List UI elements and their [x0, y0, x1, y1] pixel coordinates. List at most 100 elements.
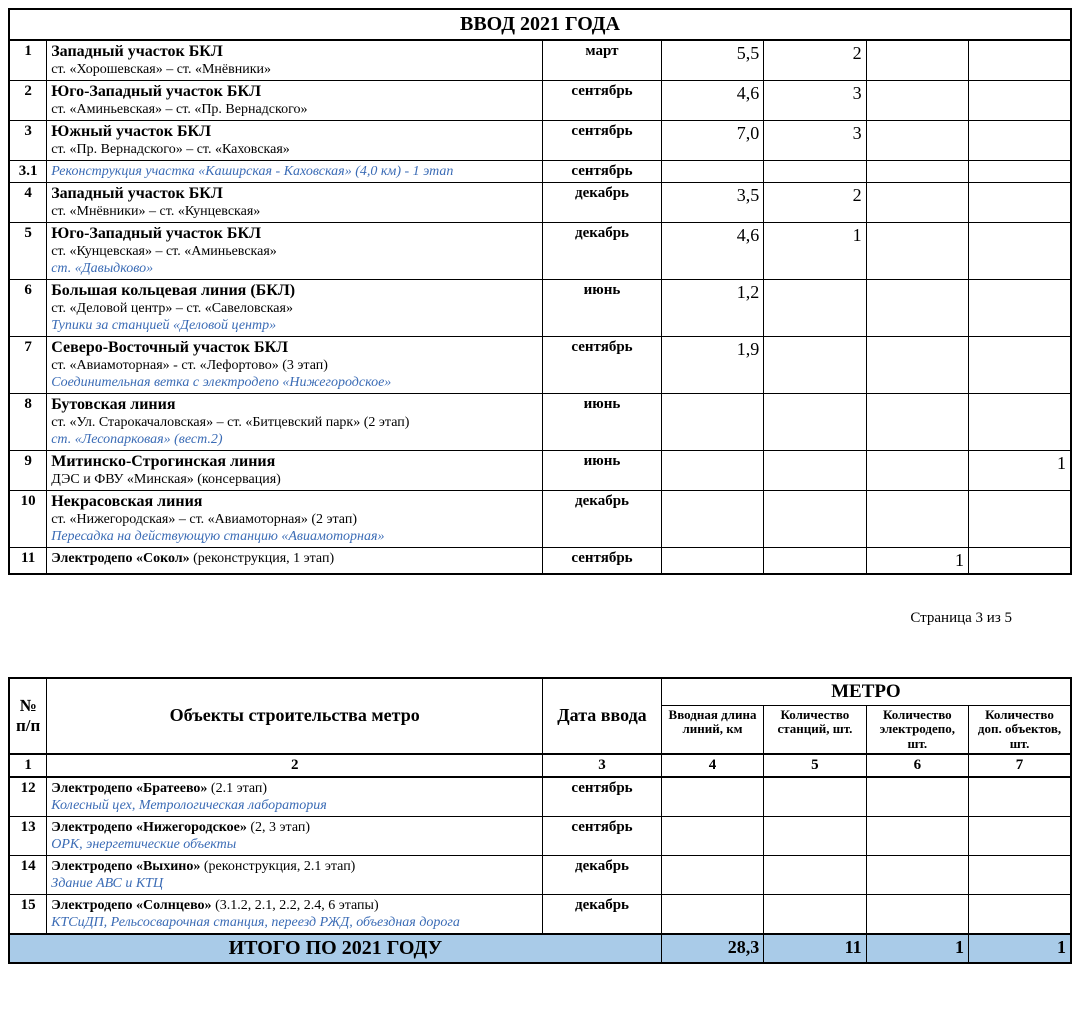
row-len: 4,6 [661, 223, 763, 280]
table-row: 1Западный участок БКЛст. «Хорошевская» –… [9, 40, 1071, 81]
row-len: 3,5 [661, 183, 763, 223]
row-depo: 1 [866, 548, 968, 575]
row-dop [969, 337, 1071, 394]
hdr-obj: Объекты строительства метро [47, 678, 543, 754]
table-row: 4Западный участок БКЛст. «Мнёвники» – ст… [9, 183, 1071, 223]
row-num: 1 [9, 40, 47, 81]
page-number: Страница 3 из 5 [8, 610, 1012, 627]
row-obj: Большая кольцевая линия (БКЛ)ст. «Делово… [47, 280, 543, 337]
row-depo [866, 491, 968, 548]
row-obj: Юго-Западный участок БКЛст. «Кунцевская»… [47, 223, 543, 280]
colnum-6: 6 [866, 754, 968, 777]
row-dop [969, 816, 1071, 855]
row-stn [764, 816, 866, 855]
table-1: ВВОД 2021 ГОДА 1Западный участок БКЛст. … [8, 8, 1072, 575]
row-num: 11 [9, 548, 47, 575]
row-date: сентябрь [543, 81, 662, 121]
table-row: 3.1Реконструкция участка «Каширская - Ка… [9, 161, 1071, 183]
hdr-num: № п/п [9, 678, 47, 754]
row-obj: Электродепо «Нижегородское» (2, 3 этап)О… [47, 816, 543, 855]
row-obj: Северо-Восточный участок БКЛст. «Авиамот… [47, 337, 543, 394]
table-row: 7Северо-Восточный участок БКЛст. «Авиамо… [9, 337, 1071, 394]
row-depo [866, 451, 968, 491]
row-stn [764, 491, 866, 548]
row-obj: Южный участок БКЛст. «Пр. Вернадского» –… [47, 121, 543, 161]
row-obj: Бутовская линияст. «Ул. Старокачаловская… [47, 394, 543, 451]
row-depo [866, 223, 968, 280]
row-stn [764, 777, 866, 817]
row-dop [969, 121, 1071, 161]
row-len [661, 394, 763, 451]
row-date: сентябрь [543, 337, 662, 394]
total-dop: 1 [969, 934, 1071, 963]
row-len [661, 816, 763, 855]
row-len [661, 894, 763, 934]
row-len: 7,0 [661, 121, 763, 161]
row-stn: 2 [764, 40, 866, 81]
table-row: 12Электродепо «Братеево» (2.1 этап)Колес… [9, 777, 1071, 817]
row-stn [764, 280, 866, 337]
row-len [661, 777, 763, 817]
row-stn: 2 [764, 183, 866, 223]
row-num: 8 [9, 394, 47, 451]
table-row: 3 Южный участок БКЛст. «Пр. Вернадского» … [9, 121, 1071, 161]
hdr-date: Дата ввода [543, 678, 662, 754]
row-date: июнь [543, 451, 662, 491]
row-stn: 3 [764, 81, 866, 121]
row-dop [969, 40, 1071, 81]
row-date: декабрь [543, 223, 662, 280]
row-dop [969, 777, 1071, 817]
row-obj: Митинско-Строгинская линияДЭС и ФВУ «Мин… [47, 451, 543, 491]
row-depo [866, 121, 968, 161]
hdr-stn: Количество станций, шт. [764, 706, 866, 754]
row-stn [764, 394, 866, 451]
row-date: декабрь [543, 855, 662, 894]
colnum-2: 2 [47, 754, 543, 777]
row-obj: Западный участок БКЛст. «Хорошевская» – … [47, 40, 543, 81]
table-row: 5Юго-Западный участок БКЛст. «Кунцевская… [9, 223, 1071, 280]
row-num: 5 [9, 223, 47, 280]
row-num: 7 [9, 337, 47, 394]
title-1: ВВОД 2021 ГОДА [9, 9, 1071, 40]
row-dop [969, 161, 1071, 183]
hdr-metro: МЕТРО [661, 678, 1071, 706]
table-row: 6Большая кольцевая линия (БКЛ)ст. «Делов… [9, 280, 1071, 337]
row-date: июнь [543, 280, 662, 337]
row-depo [866, 816, 968, 855]
row-num: 2 [9, 81, 47, 121]
row-len: 1,2 [661, 280, 763, 337]
row-date: сентябрь [543, 777, 662, 817]
row-stn: 3 [764, 121, 866, 161]
row-obj: Реконструкция участка «Каширская - Кахов… [47, 161, 543, 183]
row-num: 12 [9, 777, 47, 817]
row-len [661, 161, 763, 183]
row-depo [866, 40, 968, 81]
row-obj: Электродепо «Солнцево» (3.1.2, 2.1, 2.2,… [47, 894, 543, 934]
table-row: 13Электродепо «Нижегородское» (2, 3 этап… [9, 816, 1071, 855]
row-dop [969, 894, 1071, 934]
row-dop [969, 491, 1071, 548]
row-num: 3.1 [9, 161, 47, 183]
row-stn [764, 548, 866, 575]
row-dop [969, 394, 1071, 451]
table-row: 8Бутовская линияст. «Ул. Старокачаловска… [9, 394, 1071, 451]
table-row: 10Некрасовская линияст. «Нижегородская» … [9, 491, 1071, 548]
row-depo [866, 161, 968, 183]
row-date: декабрь [543, 183, 662, 223]
total-label: ИТОГО ПО 2021 ГОДУ [9, 934, 661, 963]
row-dop [969, 855, 1071, 894]
hdr-len: Вводная длина линий, км [661, 706, 763, 754]
row-len: 1,9 [661, 337, 763, 394]
colnum-4: 4 [661, 754, 763, 777]
hdr-depo: Количество электродепо, шт. [866, 706, 968, 754]
colnum-1: 1 [9, 754, 47, 777]
row-len: 5,5 [661, 40, 763, 81]
row-depo [866, 280, 968, 337]
row-stn [764, 161, 866, 183]
row-len [661, 491, 763, 548]
row-date: сентябрь [543, 548, 662, 575]
row-obj: Электродепо «Сокол» (реконструкция, 1 эт… [47, 548, 543, 575]
row-depo [866, 855, 968, 894]
total-depo: 1 [866, 934, 968, 963]
row-obj: Электродепо «Братеево» (2.1 этап)Колесны… [47, 777, 543, 817]
